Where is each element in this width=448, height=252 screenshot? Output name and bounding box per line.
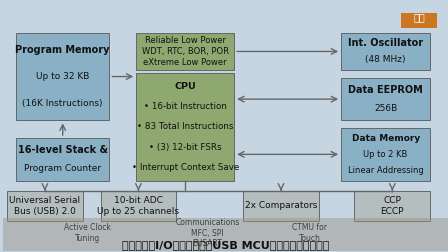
Text: Int. Oscillator: Int. Oscillator — [348, 38, 423, 48]
FancyBboxPatch shape — [100, 191, 177, 221]
Text: • 16-bit Instruction: • 16-bit Instruction — [144, 102, 227, 111]
Text: 性能更佳，I/O更多，是小型USB MCU向上迁移的绝好选择: 性能更佳，I/O更多，是小型USB MCU向上迁移的绝好选择 — [121, 240, 329, 250]
Text: Linear Addressing: Linear Addressing — [348, 166, 423, 175]
FancyBboxPatch shape — [16, 33, 109, 120]
Text: Universal Serial
Bus (USB) 2.0: Universal Serial Bus (USB) 2.0 — [9, 196, 81, 216]
FancyBboxPatch shape — [136, 73, 234, 181]
Text: 优酷: 优酷 — [413, 13, 425, 23]
Text: Data EEPROM: Data EEPROM — [348, 85, 423, 95]
Text: 256B: 256B — [374, 104, 397, 113]
Text: Active Clock
Tuning: Active Clock Tuning — [64, 223, 111, 243]
Text: (16K Instructions): (16K Instructions) — [22, 99, 103, 108]
Text: • (3) 12-bit FSRs: • (3) 12-bit FSRs — [149, 143, 221, 152]
Text: Up to 32 KB: Up to 32 KB — [36, 72, 90, 81]
Text: Communications
MFC, SPI
EUSART: Communications MFC, SPI EUSART — [175, 218, 240, 248]
Text: • 83 Total Instructions: • 83 Total Instructions — [137, 122, 233, 131]
FancyBboxPatch shape — [136, 33, 234, 70]
Text: (48 MHz): (48 MHz) — [366, 55, 406, 64]
FancyBboxPatch shape — [243, 191, 319, 221]
FancyBboxPatch shape — [401, 13, 437, 28]
Text: CPU: CPU — [174, 81, 196, 90]
Text: Data Memory: Data Memory — [352, 134, 420, 143]
Bar — [3, 218, 448, 251]
Text: Program Memory: Program Memory — [16, 45, 110, 55]
Text: 10-bit ADC
Up to 25 channels: 10-bit ADC Up to 25 channels — [97, 196, 180, 216]
Text: • Interrupt Context Save: • Interrupt Context Save — [132, 163, 239, 172]
Text: CTMU for
Touch: CTMU for Touch — [293, 223, 327, 243]
FancyBboxPatch shape — [341, 128, 430, 181]
FancyBboxPatch shape — [341, 33, 430, 70]
Text: Up to 2 KB: Up to 2 KB — [363, 150, 408, 159]
FancyBboxPatch shape — [16, 138, 109, 181]
Text: Program Counter: Program Counter — [24, 164, 101, 173]
FancyBboxPatch shape — [7, 191, 83, 221]
Text: 16-level Stack &: 16-level Stack & — [18, 145, 108, 155]
Text: CCP
ECCP: CCP ECCP — [380, 196, 404, 216]
FancyBboxPatch shape — [354, 191, 430, 221]
FancyBboxPatch shape — [341, 78, 430, 120]
Text: Reliable Low Power
WDT, RTC, BOR, POR
eXtreme Low Power: Reliable Low Power WDT, RTC, BOR, POR eX… — [142, 36, 228, 67]
Text: 2x Comparators: 2x Comparators — [245, 201, 317, 210]
